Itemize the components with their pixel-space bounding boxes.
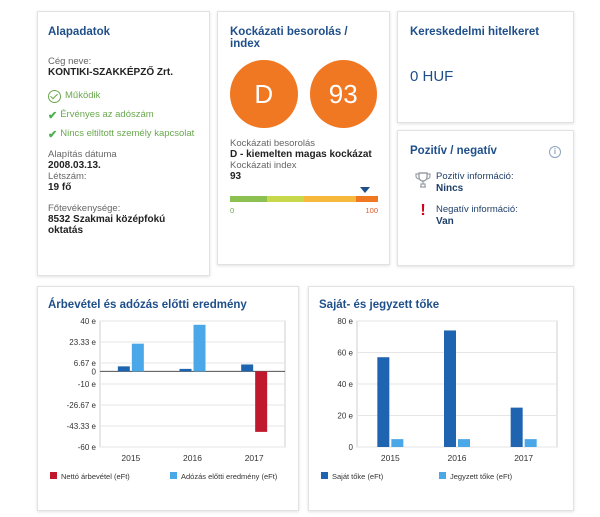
- status-operating: Működik: [48, 90, 199, 103]
- bar-Saját tőke (eFt): [444, 330, 456, 447]
- revenue-chart-title: Árbevétel és adózás előtti eredmény: [48, 299, 247, 311]
- check-icon: ✔: [48, 110, 58, 122]
- y-tick-label: 0: [349, 443, 354, 452]
- equity-chart: 80 e 60 e 40 e 20 e 0 2015 2016 2017 Saját tőke …: [321, 317, 558, 481]
- credit-value: 0 HUF: [410, 68, 454, 85]
- positive-value: Nincs: [436, 183, 464, 194]
- legend-label: Jegyzett tőke (eFt): [450, 472, 513, 481]
- risk-grade-circle: D: [230, 60, 298, 128]
- risk-title: Kockázati besorolás / index: [230, 26, 348, 50]
- y-tick-label: 40 e: [80, 317, 96, 326]
- legend-swatch: [170, 472, 177, 479]
- risk-card: Kockázati besorolás / index D 93 Kockáza…: [217, 11, 390, 265]
- y-tick-label: -26.67 e: [67, 401, 97, 410]
- y-tick-label: -10 e: [78, 380, 97, 389]
- basic-data-card: Alapadatok Cég neve: KONTIKI-SZAKKÉPZŐ Z…: [37, 11, 210, 276]
- negative-label: Negatív információ:: [436, 204, 518, 215]
- bar-Saját tőke (eFt): [377, 357, 390, 447]
- trophy-icon: [410, 171, 436, 194]
- warning-exclamation-icon: !: [420, 202, 426, 219]
- positive-label: Pozitív információ:: [436, 171, 514, 182]
- founded-label: Alapítás dátuma: [48, 149, 117, 160]
- bar-Nettó árbevétel (eFt): [179, 368, 192, 372]
- check-icon: ✔: [48, 129, 58, 141]
- revenue-chart: 40 e 23.33 e 6.67 e0 -10 e -26.67 e -43.33 e -…: [50, 317, 286, 481]
- y-tick-label: 23.33 e: [69, 338, 96, 347]
- bar-Nettó árbevétel (eFt): [117, 366, 130, 372]
- posneg-card: Pozitív / negatív i Pozitív információ: …: [397, 130, 574, 266]
- bar-Jegyzett tőke (eFt): [524, 439, 537, 447]
- bar-Saját tőke (eFt): [510, 407, 523, 447]
- y-tick-label: 80 e: [337, 317, 353, 326]
- x-tick-label: 2017: [245, 453, 264, 463]
- legend-swatch: [321, 472, 328, 479]
- headcount-label: Létszám:: [48, 171, 87, 182]
- equity-chart-card: Saját- és jegyzett tőke 80 e 60 e 40 e 20 e…: [308, 286, 574, 511]
- y-tick-label: 0: [92, 367, 97, 376]
- y-tick-label: 20 e: [337, 412, 353, 421]
- y-tick-label: 40 e: [337, 380, 353, 389]
- bar-Adózás előtti eredmény (eFt): [193, 324, 206, 372]
- x-tick-label: 2016: [183, 453, 202, 463]
- company-name: KONTIKI-SZAKKÉPZŐ Zrt.: [48, 67, 173, 78]
- bar-Adózás előtti eredmény (eFt): [131, 343, 144, 372]
- credit-card: Kereskedelmi hitelkeret 0 HUF: [397, 11, 574, 123]
- status-tax: ✔ Érvényes az adószám: [48, 109, 199, 122]
- bar-Jegyzett tőke (eFt): [458, 439, 470, 447]
- legend-swatch: [50, 472, 57, 479]
- risk-pointer-icon: [360, 187, 370, 193]
- status-banned-text: Nincs eltiltott személy kapcsolat: [60, 128, 195, 139]
- risk-grade-desc: D - kiemelten magas kockázat: [230, 149, 372, 160]
- risk-index-circle: 93: [309, 60, 377, 128]
- status-operating-text: Működik: [65, 90, 101, 101]
- bar-Jegyzett tőke (eFt): [391, 439, 404, 447]
- legend-label: Saját tőke (eFt): [332, 472, 384, 481]
- credit-title: Kereskedelmi hitelkeret: [410, 26, 540, 38]
- legend-label: Adózás előtti eredmény (eFt): [181, 472, 278, 481]
- founded-value: 2008.03.13.: [48, 160, 101, 171]
- equity-chart-title: Saját- és jegyzett tőke: [319, 299, 440, 311]
- negative-value: Van: [436, 216, 454, 227]
- legend-label: Nettó árbevétel (eFt): [61, 472, 130, 481]
- y-tick-label: 60 e: [337, 349, 353, 358]
- y-tick-label: 6.67 e: [74, 359, 97, 368]
- activity-label: Főtevékenysége:: [48, 203, 121, 214]
- risk-scale-bar: [230, 196, 378, 202]
- risk-scale-min: 0: [230, 206, 235, 215]
- revenue-chart-card: Árbevétel és adózás előtti eredmény 40 e…: [37, 286, 299, 511]
- posneg-title: Pozitív / negatív: [410, 145, 497, 157]
- activity-value: 8532 Szakmai középfokú oktatás: [48, 214, 166, 236]
- risk-scale-max: 100: [365, 206, 378, 215]
- y-tick-label: -43.33 e: [67, 422, 97, 431]
- headcount-value: 19 fő: [48, 182, 72, 193]
- risk-index-value: 93: [230, 171, 242, 182]
- basic-data-title: Alapadatok: [48, 26, 110, 38]
- bar-Adózás előtti eredmény (eFt): [255, 371, 268, 432]
- x-tick-label: 2016: [448, 453, 467, 463]
- status-banned: ✔ Nincs eltiltott személy kapcsolat: [48, 128, 199, 141]
- operating-check-icon: [48, 90, 61, 103]
- status-tax-text: Érvényes az adószám: [60, 109, 154, 120]
- bar-Nettó árbevétel (eFt): [241, 364, 254, 372]
- risk-grade-label: Kockázati besorolás: [230, 138, 316, 149]
- x-tick-label: 2015: [121, 453, 140, 463]
- company-label: Cég neve:: [48, 56, 92, 67]
- risk-index-label: Kockázati index: [230, 160, 297, 171]
- x-tick-label: 2017: [514, 453, 533, 463]
- x-tick-label: 2015: [381, 453, 400, 463]
- risk-scale: 0 100: [230, 187, 378, 215]
- legend-swatch: [439, 472, 446, 479]
- y-tick-label: -60 e: [78, 443, 97, 452]
- info-icon[interactable]: i: [549, 146, 561, 158]
